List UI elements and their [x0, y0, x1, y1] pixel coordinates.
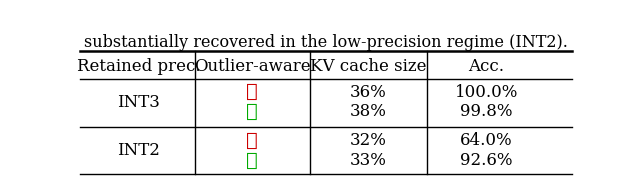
Text: Retained prec.: Retained prec. — [77, 58, 200, 75]
Text: 92.6%: 92.6% — [460, 152, 513, 169]
Text: Acc.: Acc. — [468, 58, 504, 75]
Text: 99.8%: 99.8% — [460, 103, 513, 120]
Text: INT2: INT2 — [117, 142, 160, 159]
Text: 100.0%: 100.0% — [455, 84, 518, 101]
Text: ✓: ✓ — [246, 103, 258, 121]
Text: 36%: 36% — [349, 84, 386, 101]
Text: 38%: 38% — [349, 103, 386, 120]
Text: 64.0%: 64.0% — [460, 132, 513, 149]
Text: KV cache size: KV cache size — [310, 58, 426, 75]
Text: ✗: ✗ — [246, 132, 258, 150]
Text: ✓: ✓ — [246, 152, 258, 170]
Text: substantially recovered in the low-precision regime (INT2).: substantially recovered in the low-preci… — [84, 34, 568, 51]
Text: 33%: 33% — [349, 152, 386, 169]
Text: Outlier-aware: Outlier-aware — [194, 58, 310, 75]
Text: 32%: 32% — [349, 132, 386, 149]
Text: ✗: ✗ — [246, 83, 258, 101]
Text: INT3: INT3 — [117, 94, 160, 111]
